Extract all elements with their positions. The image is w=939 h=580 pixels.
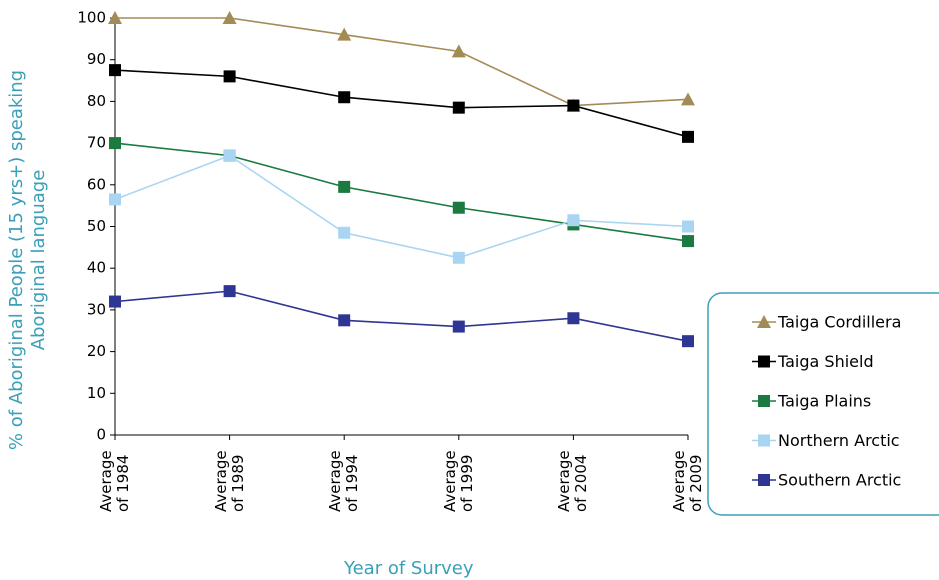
y-tick-label: 50 [87,217,106,235]
marker [222,11,237,24]
legend-label: Northern Arctic [778,431,900,450]
y-tick-label: 80 [87,92,106,110]
x-tick-label: Average of 1984 [97,450,132,512]
y-tick-label: 40 [87,259,106,277]
x-tick-label: Average of 1994 [326,450,362,512]
x-tick-label: Average of 1989 [211,450,247,512]
x-tick-label: Average of 2009 [670,450,705,512]
marker [452,201,465,214]
marker [681,92,695,106]
marker [567,312,580,325]
marker [758,395,770,407]
y-tick-label: 70 [87,134,106,152]
y-axis-label: % of Aboriginal People (15 yrs+) speakin… [6,69,49,451]
x-tick-label: Average of 1999 [440,450,476,512]
marker [108,11,122,24]
marker [567,214,580,227]
x-axis-label: Year of Survey [344,558,474,579]
y-tick-label: 60 [87,175,106,193]
y-tick-label: 30 [87,300,106,318]
marker [758,355,770,368]
x-tick-label: Average of 2004 [555,450,591,512]
marker [109,193,121,206]
marker [682,235,694,248]
legend-label: Taiga Shield [777,352,874,371]
marker [223,285,236,298]
marker [338,91,351,104]
marker [109,64,121,77]
legend-box [707,292,939,516]
marker [452,101,465,114]
marker [452,251,465,264]
marker [567,99,580,112]
marker [223,149,236,162]
y-tick-label: 100 [77,9,106,27]
marker [338,180,351,193]
y-tick-label: 90 [87,50,106,68]
y-tick-label: 10 [87,384,106,402]
marker [338,314,351,327]
legend-label: Taiga Cordillera [777,313,901,332]
marker [109,295,121,308]
series-line [114,154,689,259]
marker [223,70,236,83]
y-tick-label: 20 [87,342,106,360]
marker [338,226,351,239]
marker [337,27,352,41]
marker [682,335,694,348]
legend-label: Southern Arctic [778,471,901,490]
series-line [114,69,689,138]
marker [758,434,770,447]
marker [757,315,771,328]
series-line [114,290,689,342]
marker [682,130,694,143]
legend-label: Taiga Plains [777,392,871,411]
marker [109,137,121,150]
marker [451,44,466,58]
y-tick-label: 0 [96,426,106,444]
marker [452,320,465,333]
marker [682,220,694,233]
marker [758,474,770,486]
series-line [115,17,689,107]
series-line [114,142,689,242]
